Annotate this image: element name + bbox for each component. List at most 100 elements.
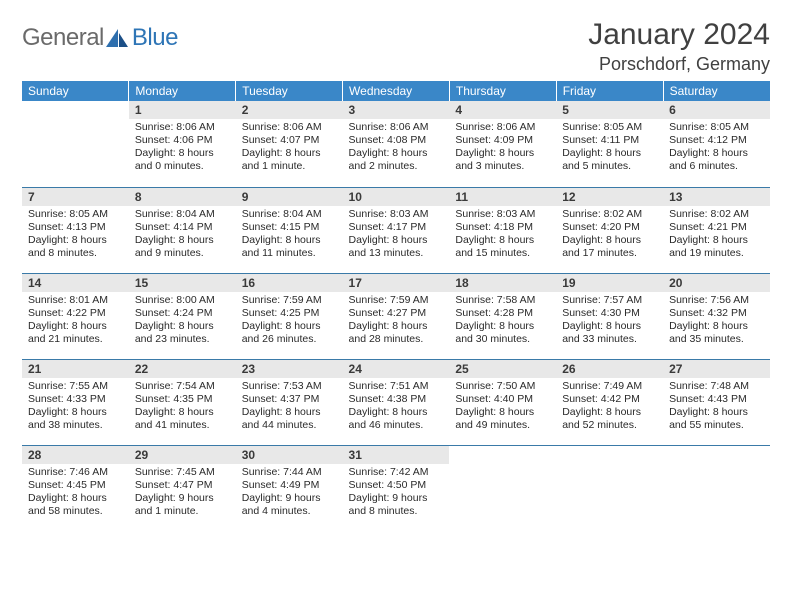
day-number: 2 <box>236 101 343 119</box>
calendar-cell: 26Sunrise: 7:49 AMSunset: 4:42 PMDayligh… <box>556 359 663 445</box>
day-number: 9 <box>236 188 343 206</box>
day-details: Sunrise: 7:56 AMSunset: 4:32 PMDaylight:… <box>663 292 770 351</box>
day-number: 22 <box>129 360 236 378</box>
weekday-header: Saturday <box>663 81 770 101</box>
calendar-cell: 10Sunrise: 8:03 AMSunset: 4:17 PMDayligh… <box>343 187 450 273</box>
day-details: Sunrise: 7:46 AMSunset: 4:45 PMDaylight:… <box>22 464 129 523</box>
day-details: Sunrise: 7:42 AMSunset: 4:50 PMDaylight:… <box>343 464 450 523</box>
day-details: Sunrise: 7:57 AMSunset: 4:30 PMDaylight:… <box>556 292 663 351</box>
day-number: 15 <box>129 274 236 292</box>
calendar-cell: 6Sunrise: 8:05 AMSunset: 4:12 PMDaylight… <box>663 101 770 187</box>
day-number: 27 <box>663 360 770 378</box>
day-details: Sunrise: 8:06 AMSunset: 4:06 PMDaylight:… <box>129 119 236 178</box>
day-number: 21 <box>22 360 129 378</box>
logo-word1: General <box>22 24 104 52</box>
calendar-cell: 16Sunrise: 7:59 AMSunset: 4:25 PMDayligh… <box>236 273 343 359</box>
day-details: Sunrise: 8:05 AMSunset: 4:11 PMDaylight:… <box>556 119 663 178</box>
day-details: Sunrise: 7:53 AMSunset: 4:37 PMDaylight:… <box>236 378 343 437</box>
calendar-cell: 25Sunrise: 7:50 AMSunset: 4:40 PMDayligh… <box>449 359 556 445</box>
day-details: Sunrise: 7:59 AMSunset: 4:25 PMDaylight:… <box>236 292 343 351</box>
calendar-cell: 15Sunrise: 8:00 AMSunset: 4:24 PMDayligh… <box>129 273 236 359</box>
header-row: General Blue January 2024 Porschdorf, Ge… <box>22 18 770 75</box>
calendar-week: 14Sunrise: 8:01 AMSunset: 4:22 PMDayligh… <box>22 273 770 359</box>
calendar-cell: 19Sunrise: 7:57 AMSunset: 4:30 PMDayligh… <box>556 273 663 359</box>
day-details: Sunrise: 8:04 AMSunset: 4:15 PMDaylight:… <box>236 206 343 265</box>
day-details: Sunrise: 8:02 AMSunset: 4:21 PMDaylight:… <box>663 206 770 265</box>
calendar-cell: 20Sunrise: 7:56 AMSunset: 4:32 PMDayligh… <box>663 273 770 359</box>
day-number: 16 <box>236 274 343 292</box>
calendar-cell: 11Sunrise: 8:03 AMSunset: 4:18 PMDayligh… <box>449 187 556 273</box>
day-details: Sunrise: 8:01 AMSunset: 4:22 PMDaylight:… <box>22 292 129 351</box>
empty-cell <box>556 446 663 464</box>
day-details: Sunrise: 7:49 AMSunset: 4:42 PMDaylight:… <box>556 378 663 437</box>
calendar-week: 7Sunrise: 8:05 AMSunset: 4:13 PMDaylight… <box>22 187 770 273</box>
day-number: 10 <box>343 188 450 206</box>
calendar-cell: 27Sunrise: 7:48 AMSunset: 4:43 PMDayligh… <box>663 359 770 445</box>
calendar-cell: 13Sunrise: 8:02 AMSunset: 4:21 PMDayligh… <box>663 187 770 273</box>
calendar-cell: 14Sunrise: 8:01 AMSunset: 4:22 PMDayligh… <box>22 273 129 359</box>
empty-cell <box>22 101 129 119</box>
day-number: 20 <box>663 274 770 292</box>
day-number: 29 <box>129 446 236 464</box>
logo-sail-icon <box>104 27 130 49</box>
weekday-header: Sunday <box>22 81 129 101</box>
day-number: 31 <box>343 446 450 464</box>
day-number: 7 <box>22 188 129 206</box>
day-details: Sunrise: 8:04 AMSunset: 4:14 PMDaylight:… <box>129 206 236 265</box>
calendar-cell: 17Sunrise: 7:59 AMSunset: 4:27 PMDayligh… <box>343 273 450 359</box>
weekday-header: Friday <box>556 81 663 101</box>
location: Porschdorf, Germany <box>588 54 770 75</box>
calendar-cell: 8Sunrise: 8:04 AMSunset: 4:14 PMDaylight… <box>129 187 236 273</box>
calendar-cell: 18Sunrise: 7:58 AMSunset: 4:28 PMDayligh… <box>449 273 556 359</box>
day-number: 14 <box>22 274 129 292</box>
weekday-header: Monday <box>129 81 236 101</box>
calendar-cell: 30Sunrise: 7:44 AMSunset: 4:49 PMDayligh… <box>236 445 343 531</box>
day-number: 24 <box>343 360 450 378</box>
day-details: Sunrise: 7:54 AMSunset: 4:35 PMDaylight:… <box>129 378 236 437</box>
day-number: 3 <box>343 101 450 119</box>
day-number: 5 <box>556 101 663 119</box>
day-details: Sunrise: 8:05 AMSunset: 4:13 PMDaylight:… <box>22 206 129 265</box>
calendar-cell: 9Sunrise: 8:04 AMSunset: 4:15 PMDaylight… <box>236 187 343 273</box>
weekday-header: Thursday <box>449 81 556 101</box>
day-details: Sunrise: 8:06 AMSunset: 4:07 PMDaylight:… <box>236 119 343 178</box>
day-number: 18 <box>449 274 556 292</box>
day-number: 23 <box>236 360 343 378</box>
calendar-body: 1Sunrise: 8:06 AMSunset: 4:06 PMDaylight… <box>22 101 770 531</box>
day-number: 6 <box>663 101 770 119</box>
day-details: Sunrise: 8:03 AMSunset: 4:17 PMDaylight:… <box>343 206 450 265</box>
calendar-week: 28Sunrise: 7:46 AMSunset: 4:45 PMDayligh… <box>22 445 770 531</box>
weekday-header: Wednesday <box>343 81 450 101</box>
empty-cell <box>449 446 556 464</box>
day-number: 1 <box>129 101 236 119</box>
day-details: Sunrise: 7:48 AMSunset: 4:43 PMDaylight:… <box>663 378 770 437</box>
calendar-cell: 31Sunrise: 7:42 AMSunset: 4:50 PMDayligh… <box>343 445 450 531</box>
calendar-cell <box>22 101 129 187</box>
logo-word2: Blue <box>132 24 178 52</box>
calendar-cell <box>556 445 663 531</box>
day-number: 28 <box>22 446 129 464</box>
day-number: 25 <box>449 360 556 378</box>
day-details: Sunrise: 7:59 AMSunset: 4:27 PMDaylight:… <box>343 292 450 351</box>
calendar-cell: 1Sunrise: 8:06 AMSunset: 4:06 PMDaylight… <box>129 101 236 187</box>
month-title: January 2024 <box>588 18 770 52</box>
calendar-head: SundayMondayTuesdayWednesdayThursdayFrid… <box>22 81 770 101</box>
day-details: Sunrise: 7:55 AMSunset: 4:33 PMDaylight:… <box>22 378 129 437</box>
calendar-cell: 2Sunrise: 8:06 AMSunset: 4:07 PMDaylight… <box>236 101 343 187</box>
calendar-week: 21Sunrise: 7:55 AMSunset: 4:33 PMDayligh… <box>22 359 770 445</box>
day-details: Sunrise: 8:05 AMSunset: 4:12 PMDaylight:… <box>663 119 770 178</box>
calendar-cell: 21Sunrise: 7:55 AMSunset: 4:33 PMDayligh… <box>22 359 129 445</box>
day-number: 17 <box>343 274 450 292</box>
day-number: 11 <box>449 188 556 206</box>
weekday-header: Tuesday <box>236 81 343 101</box>
logo: General Blue <box>22 18 178 52</box>
day-number: 26 <box>556 360 663 378</box>
day-number: 12 <box>556 188 663 206</box>
day-details: Sunrise: 8:00 AMSunset: 4:24 PMDaylight:… <box>129 292 236 351</box>
day-details: Sunrise: 8:03 AMSunset: 4:18 PMDaylight:… <box>449 206 556 265</box>
title-block: January 2024 Porschdorf, Germany <box>588 18 770 75</box>
day-number: 8 <box>129 188 236 206</box>
day-details: Sunrise: 7:50 AMSunset: 4:40 PMDaylight:… <box>449 378 556 437</box>
calendar-cell: 29Sunrise: 7:45 AMSunset: 4:47 PMDayligh… <box>129 445 236 531</box>
calendar-table: SundayMondayTuesdayWednesdayThursdayFrid… <box>22 81 770 531</box>
